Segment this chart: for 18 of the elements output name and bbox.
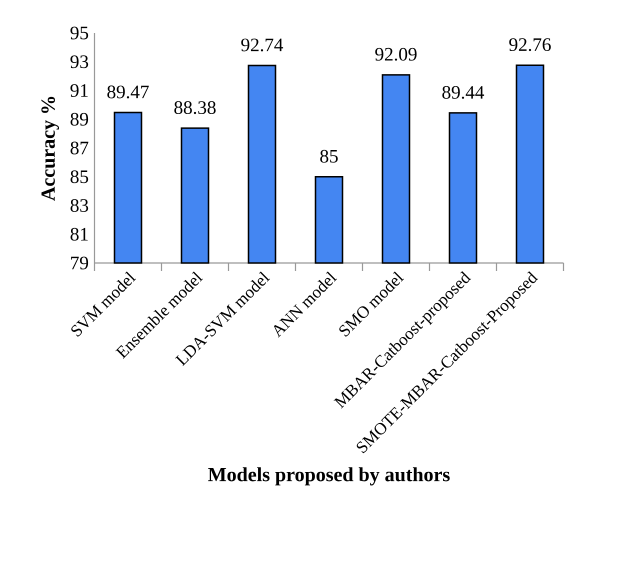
data-label: 92.74 <box>241 38 284 52</box>
data-label: 88.38 <box>174 101 216 114</box>
y-tick-label: 83 <box>70 199 88 212</box>
data-label: 92.76 <box>509 38 551 52</box>
y-tick-label: 81 <box>70 228 88 241</box>
data-label: 92.09 <box>375 48 417 61</box>
y-tick-label: 95 <box>70 26 88 40</box>
y-tick-label: 85 <box>70 170 88 184</box>
data-label: 89.44 <box>442 86 484 99</box>
y-tick-label: 87 <box>70 142 88 154</box>
data-label: 85 <box>320 150 338 163</box>
y-tick-label: 91 <box>70 84 88 97</box>
y-tick-label: 79 <box>71 256 88 270</box>
y-axis-title: Accuracy % <box>41 96 60 201</box>
y-tick-label: 89 <box>70 112 88 126</box>
y-tick-label: 93 <box>70 55 88 68</box>
x-axis-title: Models proposed by authors <box>208 467 450 486</box>
data-label: 89.47 <box>107 86 149 98</box>
